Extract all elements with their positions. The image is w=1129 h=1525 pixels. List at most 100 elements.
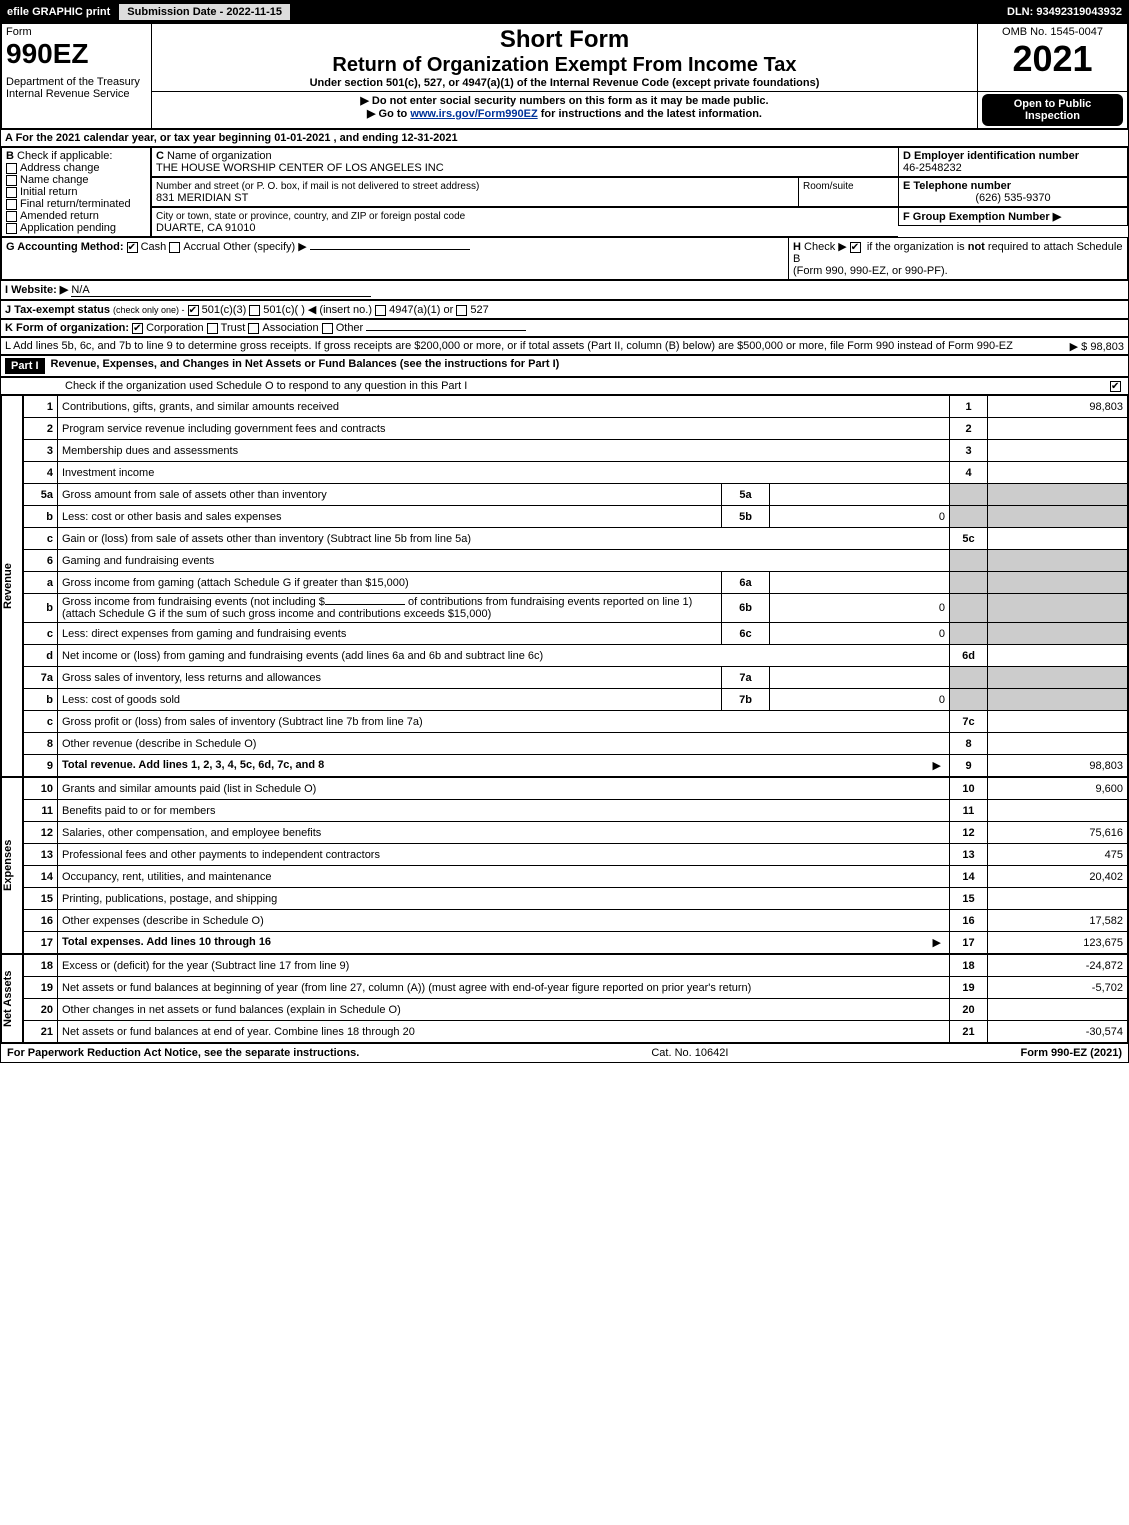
chk-corp[interactable] [132,323,143,334]
j-label: J Tax-exempt status [5,304,110,316]
note2-a: ▶ Go to [367,108,410,120]
line-12: 12Salaries, other compensation, and empl… [24,822,1128,844]
section-k: K Form of organization: Corporation Trus… [1,319,1128,337]
line-7b: bLess: cost of goods sold7b0 [24,689,1128,711]
opt-address: Address change [20,162,100,174]
chk-trust[interactable] [207,323,218,334]
chk-h[interactable] [850,242,861,253]
line-5a: 5aGross amount from sale of assets other… [24,484,1128,506]
dln-label: DLN: 93492319043932 [1007,6,1128,18]
chk-accrual[interactable] [169,242,180,253]
part1-header: Part I Revenue, Expenses, and Changes in… [1,355,1128,377]
chk-assoc[interactable] [248,323,259,334]
opt-initial: Initial return [20,186,77,198]
section-h: H Check ▶ if the organization is not req… [788,237,1128,280]
chk-name-change[interactable] [6,175,17,186]
l-text: L Add lines 5b, 6c, and 7b to line 9 to … [5,340,1013,352]
g-other-line[interactable] [310,249,470,250]
section-j: J Tax-exempt status (check only one) - 5… [1,300,1128,319]
chk-schedule-o[interactable] [1110,381,1121,392]
part1-title: Revenue, Expenses, and Changes in Net As… [45,358,560,374]
chk-amended[interactable] [6,211,17,222]
chk-address-change[interactable] [6,163,17,174]
chk-other[interactable] [322,323,333,334]
arrow-icon [929,759,945,772]
chk-initial[interactable] [6,187,17,198]
l6b-blank[interactable] [325,604,405,605]
line-8: 8Other revenue (describe in Schedule O)8 [24,733,1128,755]
open-to-public: Open to Public Inspection [982,94,1123,126]
line-10: 10Grants and similar amounts paid (list … [24,778,1128,800]
city-lbl: City or town, state or province, country… [156,211,465,222]
short-form-title: Short Form [156,26,973,54]
line-17: 17Total expenses. Add lines 10 through 1… [24,932,1128,954]
netassets-vlabel: Net Assets [1,954,23,1043]
d-label: D Employer identification number [903,150,1079,162]
k-o4: Other [336,322,364,334]
part1-check-text: Check if the organization used Schedule … [5,380,467,392]
chk-cash[interactable] [127,242,138,253]
line-21: 21Net assets or fund balances at end of … [24,1021,1128,1043]
section-g: G Accounting Method: Cash Accrual Other … [1,237,788,280]
chk-501c3[interactable] [188,305,199,316]
subtitle: Under section 501(c), 527, or 4947(a)(1)… [156,77,973,89]
k-other-line[interactable] [366,330,526,331]
chk-501c[interactable] [249,305,260,316]
chk-final[interactable] [6,199,17,210]
submission-date-button[interactable]: Submission Date - 2022-11-15 [118,3,291,21]
c-street-row: Number and street (or P. O. box, if mail… [151,177,898,207]
netassets-table: 18Excess or (deficit) for the year (Subt… [23,954,1128,1043]
line-15: 15Printing, publications, postage, and s… [24,888,1128,910]
section-e: E Telephone number (626) 535-9370 [898,177,1128,207]
tax-year: 2021 [982,38,1123,80]
footer: For Paperwork Reduction Act Notice, see … [1,1043,1128,1062]
line-18: 18Excess or (deficit) for the year (Subt… [24,955,1128,977]
j-o3: 4947(a)(1) or [389,304,453,316]
f-label: F Group Exemption Number ▶ [903,211,1061,223]
h-t2: if the organization is [867,241,968,253]
section-a: A For the 2021 calendar year, or tax yea… [1,129,1128,147]
opt-name: Name change [20,174,89,186]
irs-link[interactable]: www.irs.gov/Form990EZ [410,108,537,120]
line-6a: aGross income from gaming (attach Schedu… [24,572,1128,594]
line-4: 4Investment income4 [24,462,1128,484]
c-name-block: C Name of organization THE HOUSE WORSHIP… [151,147,898,177]
c-label: C [156,150,164,162]
room-block: Room/suite [798,177,898,207]
chk-pending[interactable] [6,223,17,234]
b-text: Check if applicable: [17,150,112,162]
part1-bar: Part I [5,358,45,374]
city-val: DUARTE, CA 91010 [156,222,255,234]
opt-final: Final return/terminated [20,198,131,210]
line-5c: cGain or (loss) from sale of assets othe… [24,528,1128,550]
line-19: 19Net assets or fund balances at beginni… [24,977,1128,999]
j-o4: 527 [470,304,488,316]
line-5b: bLess: cost or other basis and sales exp… [24,506,1128,528]
omb-cell: OMB No. 1545-0047 2021 [978,24,1128,92]
j-o2: 501(c)( ) ◀ (insert no.) [263,304,372,316]
bcdef-row: B Check if applicable: Address change Na… [1,147,1128,237]
line-13: 13Professional fees and other payments t… [24,844,1128,866]
header-table: Form 990EZ Department of the Treasury In… [1,23,1128,129]
c-name-lbl: Name of organization [167,150,272,162]
j-sub: (check only one) - [113,305,185,315]
chk-527[interactable] [456,305,467,316]
line-6d: dNet income or (loss) from gaming and fu… [24,645,1128,667]
line-7a: 7aGross sales of inventory, less returns… [24,667,1128,689]
title-cell: Short Form Return of Organization Exempt… [152,24,978,92]
e-label: E Telephone number [903,180,1011,192]
chk-4947[interactable] [375,305,386,316]
note-link-row: ▶ Go to www.irs.gov/Form990EZ for instru… [156,107,973,120]
l-val: ▶ $ 98,803 [1070,340,1124,353]
netassets-block: Net Assets 18Excess or (deficit) for the… [1,954,1128,1043]
org-name: THE HOUSE WORSHIP CENTER OF LOS ANGELES … [156,162,444,174]
form-id-cell: Form 990EZ Department of the Treasury In… [2,24,152,129]
section-i: I Website: ▶ N/A [1,280,1128,300]
street-val: 831 MERIDIAN ST [156,192,248,204]
line-11: 11Benefits paid to or for members11 [24,800,1128,822]
line-7c: cGross profit or (loss) from sales of in… [24,711,1128,733]
line-3: 3Membership dues and assessments3 [24,440,1128,462]
g-other: Other (specify) ▶ [223,241,307,253]
g-cash: Cash [141,241,167,253]
notes-cell: ▶ Do not enter social security numbers o… [152,92,978,129]
